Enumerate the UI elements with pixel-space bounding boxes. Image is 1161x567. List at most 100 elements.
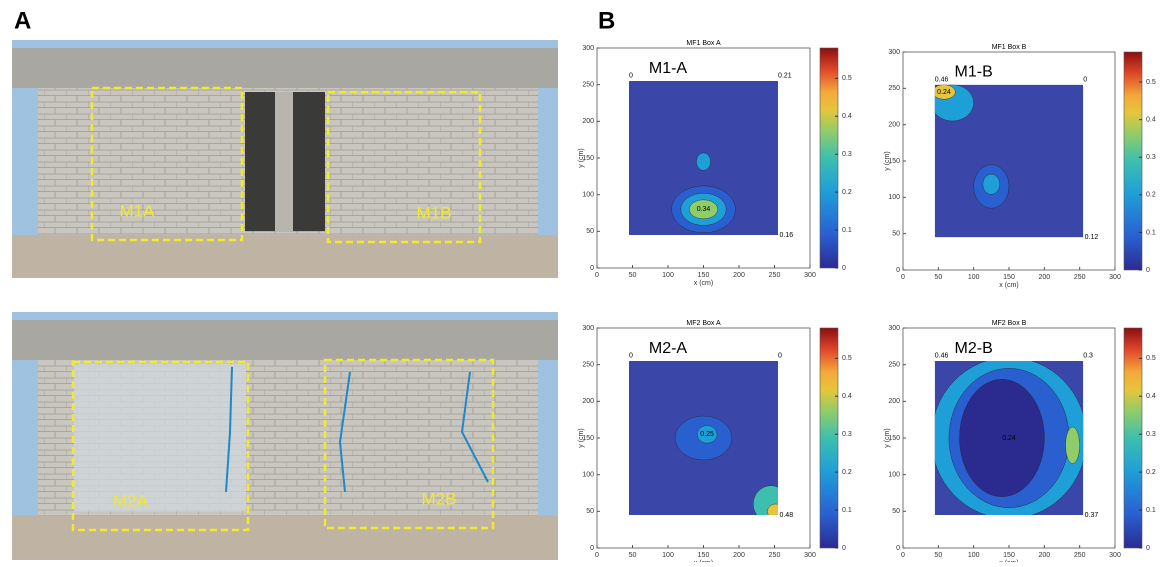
y-tick-label: 150 [888, 158, 900, 165]
photo: M2A M2B [12, 312, 558, 560]
colorbar-tick-label: 0.2 [1146, 469, 1156, 476]
y-tick-label: 250 [888, 85, 900, 92]
colorbar-tick-label: 0 [1146, 267, 1150, 274]
y-tick-label: 250 [888, 362, 900, 369]
y-tick-label: 100 [888, 472, 900, 479]
x-tick-label: 200 [1038, 274, 1050, 281]
y-tick-label: 200 [888, 122, 900, 129]
x-tick-label: 0 [901, 552, 905, 559]
contour-band [767, 503, 779, 515]
x-tick-label: 200 [733, 552, 745, 559]
y-tick-label: 50 [586, 508, 594, 515]
region-label: M2B [422, 489, 457, 508]
colorbar-tick-label: 0.3 [1146, 431, 1156, 438]
y-tick-label: 0 [590, 545, 594, 552]
y-tick-label: 200 [582, 398, 594, 405]
colorbar-tick-label: 0.1 [1146, 229, 1156, 236]
contour-band [696, 425, 718, 444]
x-tick-label: 150 [698, 552, 710, 559]
x-tick-label: 250 [1074, 274, 1086, 281]
y-tick-label: 150 [582, 435, 594, 442]
x-tick-label: 0 [901, 274, 905, 281]
colorbar-tick-label: 0.5 [1146, 79, 1156, 86]
y-tick-label: 150 [888, 435, 900, 442]
x-axis-label: x (cm) [999, 282, 1018, 289]
roof-slab [12, 48, 558, 88]
contour-band [982, 173, 1001, 195]
plot-label: M2-B [955, 340, 993, 357]
colorbar-tick-label: 0.5 [1146, 355, 1156, 362]
plot-title: MF2 Box A [686, 320, 721, 327]
x-tick-label: 50 [934, 274, 942, 281]
peak-value: 0.24 [1002, 435, 1016, 442]
corner-value: 0 [629, 353, 633, 360]
x-tick-label: 250 [769, 552, 781, 559]
x-axis-label: x (cm) [694, 280, 713, 287]
colorbar-tick-label: 0.4 [842, 113, 852, 120]
x-tick-label: 150 [698, 272, 710, 279]
x-tick-label: 250 [769, 272, 781, 279]
colorbar-tick-label: 0.4 [1146, 116, 1156, 123]
colorbar-tick-label: 0.3 [842, 431, 852, 438]
corner-value: 0 [1083, 76, 1087, 83]
peak-value: 0.34 [697, 206, 711, 213]
region-box [323, 358, 495, 530]
roof-slab [12, 320, 558, 360]
y-tick-label: 0 [896, 267, 900, 274]
y-axis-label: y (cm) [578, 148, 585, 167]
contour-band [689, 199, 718, 220]
x-tick-label: 200 [733, 272, 745, 279]
contour-field [934, 361, 1084, 515]
colorbar [1123, 327, 1143, 549]
x-tick-label: 100 [662, 552, 674, 559]
y-axis-label: y (cm) [884, 151, 891, 170]
y-tick-label: 100 [582, 192, 594, 199]
x-tick-label: 250 [1074, 552, 1086, 559]
y-tick-label: 200 [888, 398, 900, 405]
region-box [71, 360, 250, 532]
corner-value: 0.12 [1085, 234, 1099, 241]
x-tick-label: 50 [629, 552, 637, 559]
corner-value: 0.37 [1085, 512, 1099, 519]
x-tick-label: 50 [934, 552, 942, 559]
peak-value: 0.24 [937, 89, 951, 96]
y-tick-label: 50 [892, 508, 900, 515]
colorbar [819, 47, 839, 269]
x-tick-label: 300 [1109, 274, 1121, 281]
corner-value: 0 [778, 353, 782, 360]
crack [460, 371, 489, 483]
ground [12, 515, 558, 560]
x-tick-label: 300 [1109, 552, 1121, 559]
y-tick-label: 250 [582, 82, 594, 89]
colorbar-tick-label: 0.5 [842, 355, 852, 362]
colorbar [819, 327, 839, 549]
x-tick-label: 150 [1003, 552, 1015, 559]
y-tick-label: 0 [590, 265, 594, 272]
panel-label: B [598, 7, 615, 34]
corner-value: 0.46 [935, 353, 949, 360]
y-tick-label: 0 [896, 545, 900, 552]
colorbar-tick-label: 0 [1146, 545, 1150, 552]
corner-value: 0.48 [779, 512, 793, 519]
colorbar-tick-label: 0.1 [842, 227, 852, 234]
corner-value: 0 [629, 73, 633, 80]
plot-label: M1-A [649, 60, 688, 77]
plot-title: MF2 Box B [992, 320, 1027, 327]
x-tick-label: 0 [595, 272, 599, 279]
colorbar-tick-label: 0.2 [842, 189, 852, 196]
x-tick-label: 300 [804, 272, 816, 279]
colorbar-tick-label: 0.2 [842, 469, 852, 476]
y-tick-label: 50 [586, 228, 594, 235]
y-tick-label: 250 [582, 362, 594, 369]
corner-value: 0.16 [779, 232, 793, 239]
x-tick-label: 300 [804, 552, 816, 559]
colorbar-tick-label: 0 [842, 265, 846, 272]
plot-title: MF1 Box A [686, 40, 721, 47]
colorbar-tick-label: 0 [842, 545, 846, 552]
colorbar-tick-label: 0.4 [1146, 393, 1156, 400]
y-tick-label: 300 [582, 45, 594, 52]
y-tick-label: 200 [582, 118, 594, 125]
contour-field [628, 81, 779, 235]
x-tick-label: 0 [595, 552, 599, 559]
y-tick-label: 300 [888, 49, 900, 56]
